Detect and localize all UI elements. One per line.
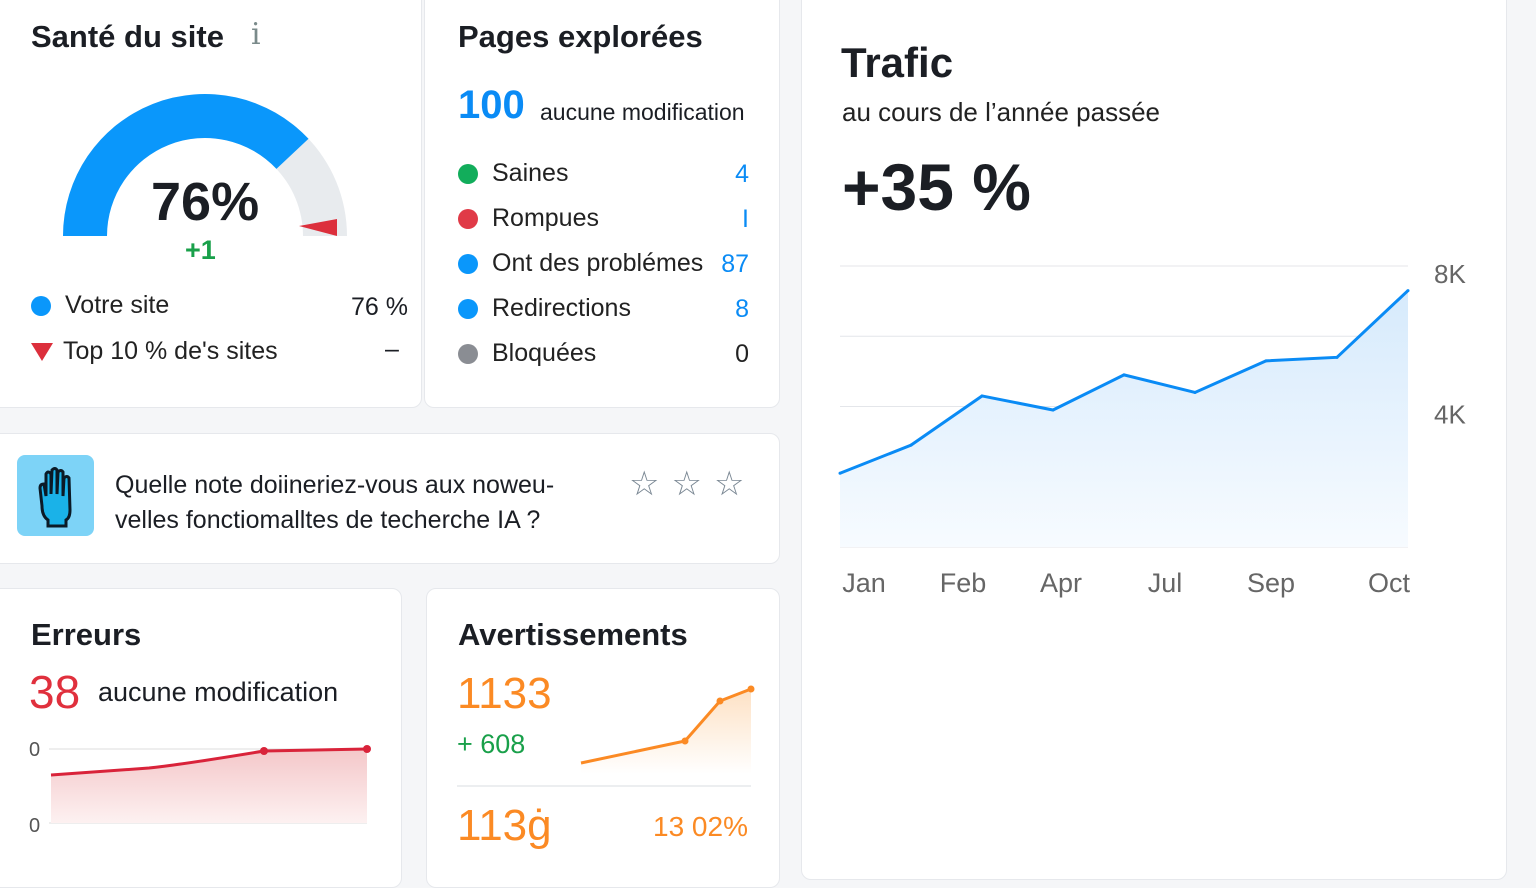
crawl-status-label: Rompues	[492, 204, 599, 232]
crawl-status-label: Saines	[492, 159, 569, 187]
warnings-card: Avertissements 1133 + 608 113ġ 13 02%	[426, 588, 780, 888]
legend-top10: Top 10 % de's sites	[31, 337, 278, 366]
red-triangle-icon	[31, 342, 53, 361]
crawled-count[interactable]: 100	[458, 83, 525, 127]
legend-label: Top 10 % de's sites	[63, 337, 278, 365]
warnings-count-secondary: 113ġ	[457, 801, 552, 850]
site-health-card: Santé du site i 76% +1 Votre site 76 % T…	[0, 0, 422, 408]
data-point	[909, 443, 913, 447]
crawl-status-label: Ont des problémes	[492, 249, 704, 277]
status-dot-icon	[458, 163, 478, 184]
data-point	[1335, 355, 1339, 359]
errors-count[interactable]: 38	[29, 666, 81, 718]
traffic-chart: 8K 4K Jan Feb Apr Jul Sep Oct	[838, 259, 1466, 598]
health-delta: +1	[185, 235, 216, 265]
warnings-sparkline	[580, 685, 755, 774]
traffic-change: +35 %	[842, 150, 1031, 224]
crawled-change: aucune modification	[540, 99, 745, 125]
data-point	[1406, 289, 1410, 293]
status-dot-icon	[458, 253, 478, 274]
hand-icon	[17, 455, 94, 536]
crawl-status-value: 87	[721, 250, 749, 278]
y-tick-label: 4K	[1434, 400, 1466, 430]
star-icon[interactable]: ☆	[713, 465, 745, 503]
warnings-delta: + 608	[457, 729, 526, 759]
legend-your-site-value: 76 %	[351, 293, 408, 321]
crawl-status-item[interactable]: Bloquées	[458, 339, 596, 368]
crawl-status-value: 4	[735, 160, 749, 188]
x-tick-label: Apr	[1040, 568, 1082, 598]
legend-your-site: Votre site	[31, 291, 169, 320]
survey-question-line: Quelle note doiineriez-vous aux noweu-	[115, 471, 555, 499]
data-point	[1122, 373, 1126, 377]
axis-label: 0	[29, 739, 41, 761]
data-point	[1264, 359, 1268, 363]
crawled-pages-title: Pages explorées	[458, 19, 703, 54]
data-point	[1051, 408, 1055, 412]
info-icon[interactable]: i	[251, 17, 261, 52]
x-tick-label: Oct	[1368, 568, 1411, 598]
x-tick-label: Sep	[1247, 568, 1295, 598]
survey-card: Quelle note doiineriez-vous aux noweu- v…	[0, 433, 780, 564]
data-point	[838, 471, 842, 475]
data-point	[980, 394, 984, 398]
survey-question: Quelle note doiineriez-vous aux noweu- v…	[115, 468, 554, 538]
data-point	[1193, 390, 1197, 394]
crawl-status-item[interactable]: Saines	[458, 159, 568, 188]
health-score: 76%	[151, 172, 260, 232]
warnings-percent: 13 02%	[653, 811, 748, 842]
traffic-subtitle: au cours de l’année passée	[842, 97, 1161, 127]
site-health-title: Santé du site	[31, 19, 224, 54]
errors-card: Erreurs 38 aucune modification 0 0	[0, 588, 402, 888]
warnings-title: Avertissements	[458, 617, 688, 652]
legend-top10-value: –	[385, 335, 399, 363]
crawl-status-item[interactable]: Rompues	[458, 204, 599, 233]
warnings-count[interactable]: 1133	[457, 669, 552, 718]
crawl-status-item[interactable]: Ont des problémes	[458, 249, 703, 278]
star-rating: ☆ ☆ ☆	[629, 464, 744, 504]
crawl-status-label: Bloquées	[492, 339, 597, 367]
x-tick-label: Feb	[940, 568, 987, 598]
blue-dot-icon	[31, 295, 51, 316]
status-dot-icon	[458, 298, 478, 319]
crawl-status-value: 8	[735, 295, 749, 323]
x-tick-label: Jan	[842, 568, 886, 598]
status-dot-icon	[458, 208, 478, 229]
crawled-pages-card: Pages explorées 100 aucune modification …	[424, 0, 780, 408]
divider	[457, 785, 751, 787]
traffic-title: Trafic	[841, 39, 954, 86]
crawl-status-value: I	[742, 205, 749, 233]
axis-label: 0	[29, 815, 41, 837]
star-icon[interactable]: ☆	[671, 465, 702, 503]
health-gauge	[63, 94, 347, 236]
errors-change: aucune modification	[98, 677, 339, 707]
x-tick-label: Jul	[1148, 568, 1183, 598]
crawl-status-item[interactable]: Redirections	[458, 294, 631, 323]
star-icon[interactable]: ☆	[629, 465, 660, 503]
errors-title: Erreurs	[31, 617, 142, 652]
y-tick-label: 8K	[1434, 259, 1466, 289]
legend-label: Votre site	[65, 291, 170, 319]
status-dot-icon	[458, 343, 478, 364]
traffic-area	[840, 290, 1408, 547]
errors-sparkline	[49, 745, 371, 824]
crawl-status-value: 0	[735, 340, 749, 368]
crawl-status-label: Redirections	[492, 294, 631, 322]
survey-question-line: velles fonctiomalltes de techerche IA ?	[115, 506, 541, 534]
